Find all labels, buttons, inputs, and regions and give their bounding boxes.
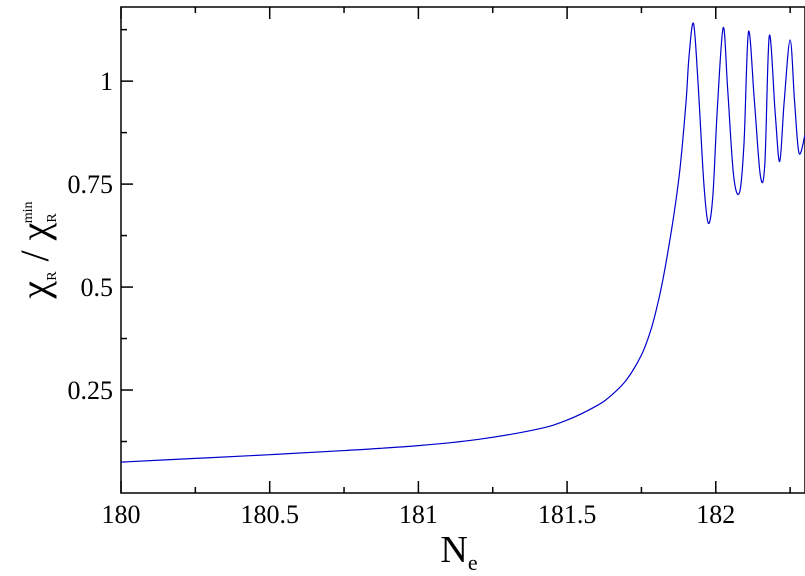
svg-text:χR / χRmin: χR / χRmin [12, 201, 60, 299]
plot-frame [120, 6, 805, 494]
series-group [120, 22, 805, 463]
x-axis-label-sub: e [468, 550, 478, 575]
y-axis-label: χR / χRmin [12, 201, 60, 299]
y-axis-label-sep: / [12, 240, 57, 271]
y-tick-label: 1 [100, 67, 113, 96]
axis-tick-labels: 180 180.5 181 181.5 182 0.25 0.5 0.75 1 [68, 67, 736, 529]
x-tick-label: 182 [696, 500, 735, 529]
y-tick-label: 0.25 [68, 376, 114, 405]
x-axis-label: Ne [440, 529, 477, 575]
x-tick-label: 181.5 [538, 500, 597, 529]
y-axis-label-num: χ [12, 281, 57, 300]
x-tick-label: 180.5 [240, 500, 299, 529]
series-line [120, 22, 805, 463]
y-axis-label-den: χ [12, 222, 57, 241]
y-tick-label: 0.75 [68, 170, 114, 199]
x-tick-label: 180 [102, 500, 141, 529]
y-axis-label-den-sub: R [45, 213, 60, 223]
x-tick-label: 181 [399, 500, 438, 529]
axis-ticks [120, 7, 791, 493]
y-axis-label-num-sub: R [45, 271, 60, 281]
y-axis-label-den-sup: min [21, 201, 36, 223]
x-axis-label-main: N [440, 529, 467, 571]
y-tick-label: 0.5 [81, 273, 114, 302]
